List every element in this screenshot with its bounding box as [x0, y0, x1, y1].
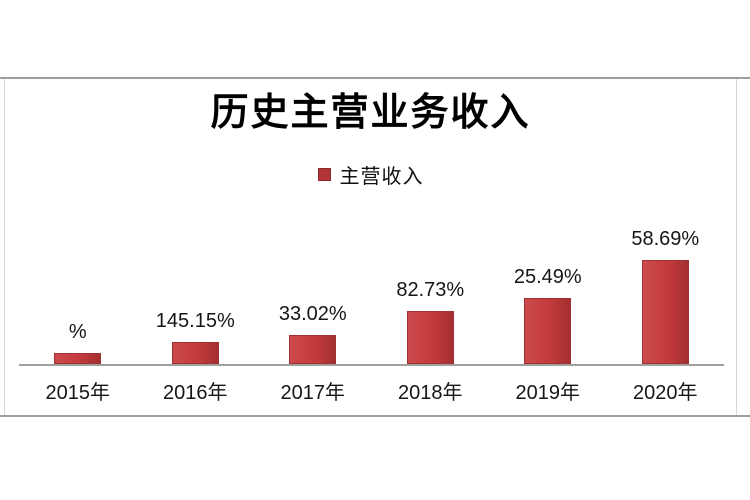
bar[interactable]: [406, 311, 454, 364]
frame-right-border: [736, 79, 737, 415]
plot-area: % 145.15% 33.02% 82.73% 25.49% 58.69%: [19, 224, 724, 364]
x-axis-category-row: 2015年 2016年 2017年 2018年 2019年 2020年: [19, 376, 724, 405]
bar[interactable]: [54, 353, 102, 364]
bar[interactable]: [289, 335, 337, 364]
legend-swatch-icon: [317, 168, 331, 181]
chart-panel: 历史主营业务收入 主营收入 % 145.15% 33.02% 82.73% 25.49%…: [5, 79, 736, 415]
bar-data-label: %: [68, 321, 87, 343]
bar-column: 58.69%: [607, 224, 725, 364]
bar-column: %: [19, 224, 137, 364]
x-axis-line: [19, 364, 724, 366]
x-axis-tick-label: 2020年: [633, 382, 698, 404]
frame-bottom-line: [0, 415, 750, 417]
bar-data-label: 33.02%: [278, 303, 347, 325]
bar-column: 145.15%: [137, 224, 255, 364]
bar-column: 82.73%: [372, 224, 490, 364]
bar-data-label: 58.69%: [631, 228, 700, 250]
legend-label: 主营收入: [339, 166, 424, 188]
bar-column: 25.49%: [489, 224, 607, 364]
x-axis-tick-label: 2016年: [163, 382, 228, 404]
legend: 主营收入: [5, 160, 736, 189]
frame-top-line: [0, 77, 750, 79]
bar[interactable]: [524, 298, 572, 364]
chart-title: 历史主营业务收入: [210, 92, 531, 134]
x-axis-tick-label: 2017年: [280, 382, 346, 404]
x-axis-tick-label: 2015年: [45, 382, 111, 404]
frame-left-border: [4, 79, 5, 415]
bar[interactable]: [171, 342, 219, 364]
x-axis-tick-label: 2019年: [515, 382, 581, 404]
bar-column: 33.02%: [254, 224, 372, 364]
bar-data-label: 25.49%: [513, 266, 582, 288]
x-axis-tick-label: 2018年: [398, 382, 463, 404]
bar[interactable]: [641, 260, 689, 364]
bar-data-label: 145.15%: [155, 310, 235, 332]
bar-data-label: 82.73%: [396, 279, 465, 301]
